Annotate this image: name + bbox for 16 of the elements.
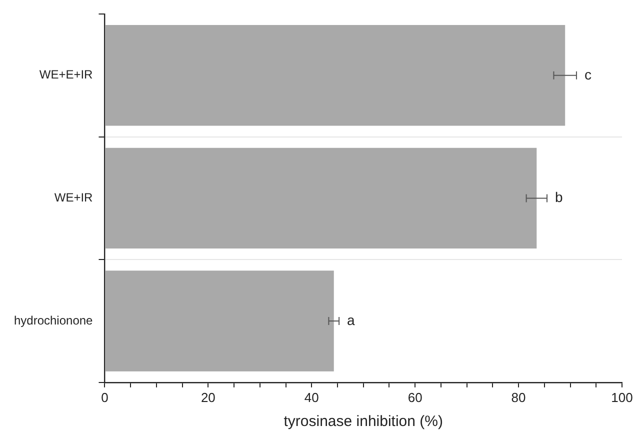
y-tick-label: WE+IR xyxy=(54,190,94,205)
y-tick-label: WE+E+IR xyxy=(39,68,94,82)
annotation: b xyxy=(554,189,563,206)
bar xyxy=(105,148,537,249)
y-tick-label: hydrochionone xyxy=(14,313,94,328)
x-tick-label: 60 xyxy=(408,390,422,405)
bar xyxy=(105,270,334,372)
x-axis-title: tyrosinase inhibition (%) xyxy=(284,413,443,430)
x-tick-label: 20 xyxy=(200,390,216,405)
annotation: a xyxy=(347,312,356,328)
x-tick-label: 100 xyxy=(611,390,633,405)
x-tick-label: 40 xyxy=(304,390,319,405)
x-tick-label: 0 xyxy=(101,390,108,405)
x-tick-label: 80 xyxy=(511,390,526,405)
annotation: c xyxy=(584,66,592,82)
bar xyxy=(105,25,566,126)
